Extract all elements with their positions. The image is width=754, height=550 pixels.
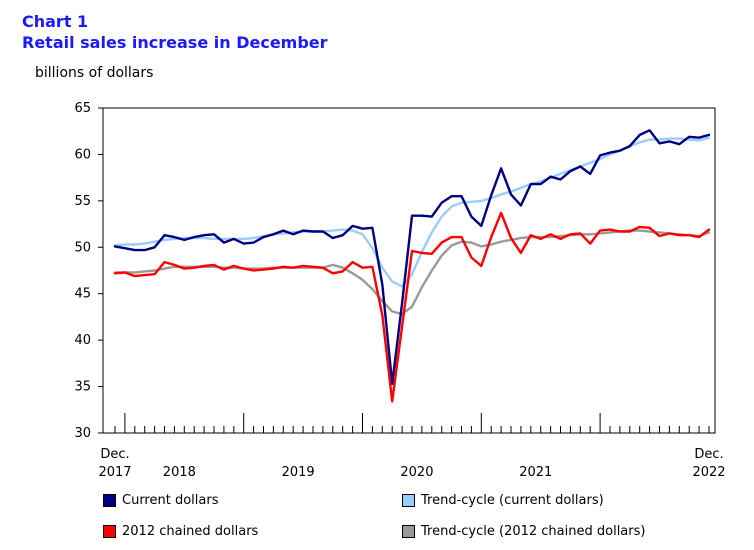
legend-label: Trend-cycle (2012 chained dollars) <box>421 524 646 539</box>
legend-swatch-icon <box>103 525 116 538</box>
legend-swatch-icon <box>103 494 116 507</box>
legend-swatch-icon <box>402 494 415 507</box>
y-tick-label: 35 <box>74 380 91 395</box>
x-tick-label: 2017 <box>98 465 131 480</box>
y-tick-label: 50 <box>74 240 91 255</box>
x-tick-label: 2021 <box>519 465 552 480</box>
legend-swatch-icon <box>402 525 415 538</box>
series-line-trend-cycle-current-dollars <box>113 136 711 288</box>
x-tick-label: Dec. <box>100 447 129 462</box>
y-tick-label: 55 <box>74 194 91 209</box>
legend-item-trend-current: Trend-cycle (current dollars) <box>402 493 604 508</box>
x-tick-label: 2019 <box>282 465 315 480</box>
y-tick-label: 40 <box>74 333 91 348</box>
legend-label: Trend-cycle (current dollars) <box>421 493 604 508</box>
y-tick-label: 65 <box>74 101 91 116</box>
legend-label: Current dollars <box>122 493 219 508</box>
y-tick-label: 60 <box>74 147 91 162</box>
y-tick-label: 45 <box>74 287 91 302</box>
x-tick-label: Dec. <box>694 447 723 462</box>
x-tick-label: 2022 <box>692 465 725 480</box>
series-line-current-dollars <box>113 129 711 385</box>
x-tick-label: 2020 <box>400 465 433 480</box>
legend-item-current-dollars: Current dollars <box>103 493 218 508</box>
chart-title: Retail sales increase in December <box>22 33 328 52</box>
chart-number: Chart 1 <box>22 12 89 31</box>
legend-label: 2012 chained dollars <box>122 524 259 539</box>
series-line-2012-chained-dollars <box>113 211 711 403</box>
legend-item-trend-chained: Trend-cycle (2012 chained dollars) <box>402 524 645 539</box>
y-tick-label: 30 <box>74 426 91 441</box>
plot-frame <box>102 107 716 434</box>
y-axis-units: billions of dollars <box>35 65 154 81</box>
x-tick-label: 2018 <box>163 465 196 480</box>
series-line-trend-cycle-2012-chained-dollars <box>113 229 711 316</box>
legend-item-chained-dollars: 2012 chained dollars <box>103 524 258 539</box>
